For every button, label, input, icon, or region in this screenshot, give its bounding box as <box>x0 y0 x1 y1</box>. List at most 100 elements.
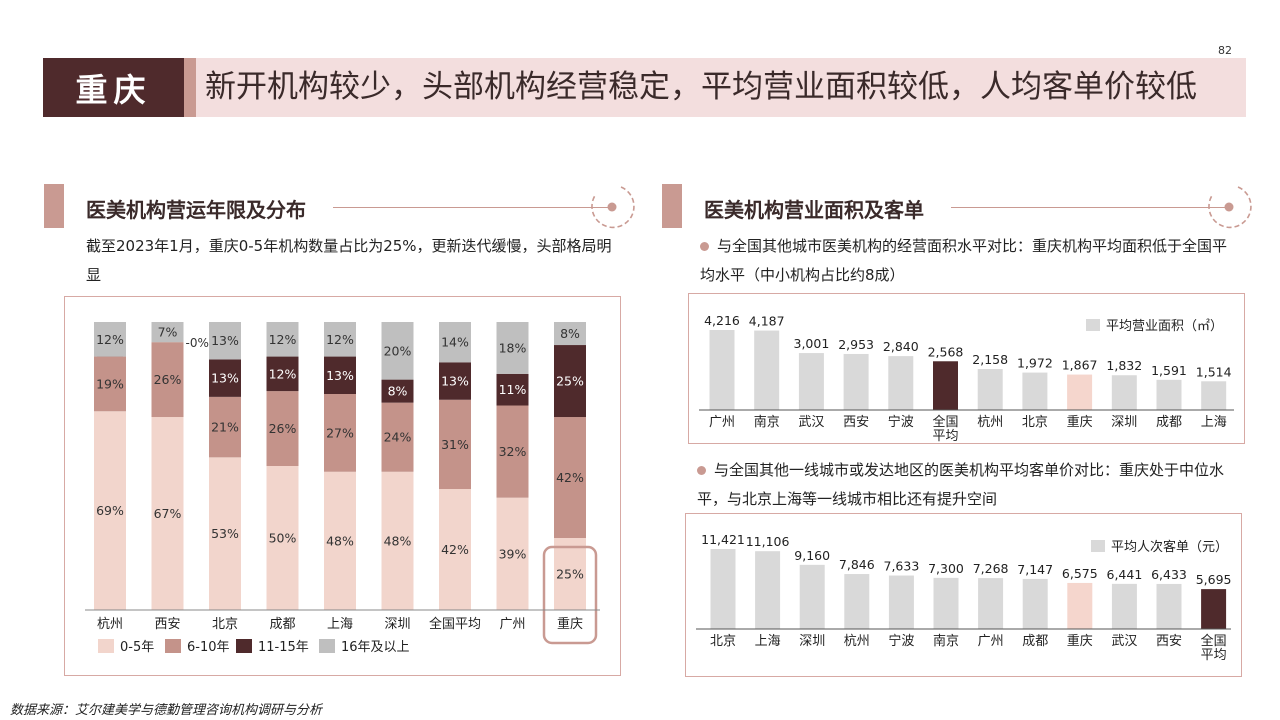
bar <box>1201 589 1227 629</box>
category-label: 南京 <box>754 414 780 430</box>
data-label: 24% <box>384 430 412 445</box>
legend-label: 平均营业面积（㎡） <box>1106 319 1223 334</box>
left-section-title: 医美机构营运年限及分布 <box>86 198 306 222</box>
bar <box>1022 578 1048 629</box>
bar-segment <box>324 471 356 610</box>
bar <box>1067 374 1093 410</box>
bar <box>978 578 1004 629</box>
bar-segment <box>324 356 356 394</box>
category-label: 北京 <box>710 634 736 649</box>
data-label: 50% <box>269 531 297 546</box>
value-label: 1,972 <box>1017 356 1053 371</box>
bar-segment <box>554 417 586 538</box>
legend-swatch <box>165 639 181 653</box>
data-label: 8% <box>560 326 580 341</box>
data-label: 8% <box>388 384 408 399</box>
value-label: 7,300 <box>928 561 964 576</box>
legend-label: 6-10年 <box>187 640 230 655</box>
bar <box>977 369 1003 410</box>
bar-segment <box>324 322 356 357</box>
bar <box>798 353 824 410</box>
bullet-dot <box>700 242 709 251</box>
bar <box>844 574 870 629</box>
target-icon <box>1208 186 1252 229</box>
data-label: 11% <box>499 382 527 397</box>
data-label: 48% <box>326 533 354 548</box>
highlight-frame <box>542 545 598 645</box>
data-label: 13% <box>326 368 354 383</box>
data-label: 53% <box>211 526 239 541</box>
category-label: 宁波 <box>888 633 914 649</box>
left-section-rule <box>333 207 611 208</box>
value-label: 11,106 <box>746 534 790 549</box>
data-label: 20% <box>384 343 412 358</box>
category-label: 杭州 <box>844 634 870 649</box>
value-label: 4,187 <box>749 314 785 329</box>
category-label: 西安 <box>1156 634 1182 649</box>
category-label: 成都 <box>1022 634 1048 649</box>
data-label: -0% <box>186 336 209 350</box>
legend-label: 16年及以上 <box>341 640 410 655</box>
category-label: 成都 <box>269 617 295 632</box>
page-number: 82 <box>1218 44 1232 57</box>
bar-segment <box>94 322 126 357</box>
value-label: 5,695 <box>1196 572 1232 587</box>
value-label: 1,867 <box>1062 358 1098 373</box>
data-label: 21% <box>211 420 239 435</box>
legend-swatch <box>236 639 252 653</box>
data-label: 32% <box>499 444 527 459</box>
bar-segment <box>266 322 299 357</box>
data-label: 12% <box>96 332 124 347</box>
data-label: 19% <box>96 376 124 391</box>
value-label: 9,160 <box>794 548 830 563</box>
data-label: 14% <box>441 335 469 350</box>
bullet-area: 与全国其他城市医美机构的经营面积水平对比：重庆机构平均面积低于全国平均水平（中小… <box>700 232 1230 290</box>
left-section-marker <box>44 184 64 228</box>
category-label: 重庆 <box>1067 414 1093 430</box>
category-label: 上海 <box>1201 415 1227 430</box>
category-label: 成都 <box>1156 415 1182 430</box>
value-label: 3,001 <box>794 336 830 351</box>
value-label: 7,268 <box>973 561 1009 576</box>
bar-segment <box>496 322 529 374</box>
bullet-dot <box>697 466 706 475</box>
bar-segment <box>496 405 529 498</box>
legend-label: 0-5年 <box>120 640 154 655</box>
data-label: 42% <box>441 542 469 557</box>
value-label: 2,158 <box>972 352 1008 367</box>
bullet-price-text: 与全国其他一线城市或发达地区的医美机构平均客单价对比：重庆处于中位水平，与北京上… <box>697 461 1225 508</box>
data-label: 13% <box>211 371 239 386</box>
bar-segment <box>209 457 241 610</box>
value-label: 4,216 <box>704 313 740 328</box>
bar <box>1067 582 1093 629</box>
bar-segment <box>554 322 586 346</box>
value-label: 1,514 <box>1196 364 1232 379</box>
title-stripe <box>184 58 196 117</box>
bar-segment <box>209 396 241 458</box>
value-label: 7,846 <box>839 557 875 572</box>
category-label: 深圳 <box>799 634 825 649</box>
data-label: 25% <box>556 567 584 582</box>
bar <box>1201 381 1227 410</box>
stacked-bar-chart: 69%19%0%12%杭州67%26%-0%7%西安53%21%13%13%北京… <box>85 322 600 655</box>
value-label: 2,568 <box>928 344 964 359</box>
data-label: 26% <box>154 372 182 387</box>
legend-swatch <box>319 639 335 653</box>
bar-segment <box>266 466 299 610</box>
bar-segment <box>381 402 414 472</box>
legend-label: 11-15年 <box>258 640 309 655</box>
right-section-title: 医美机构营业面积及客单 <box>704 198 924 222</box>
value-label: 7,147 <box>1017 562 1053 577</box>
bar <box>754 330 780 410</box>
value-label: 6,441 <box>1107 567 1143 582</box>
bar-segment <box>151 342 184 418</box>
data-label: 12% <box>269 366 297 381</box>
data-label: 27% <box>326 425 354 440</box>
value-label: 7,633 <box>884 559 920 574</box>
category-label: 重庆 <box>1067 633 1093 649</box>
bar-segment <box>381 471 414 610</box>
bar-segment <box>94 356 126 412</box>
category-label: 西安 <box>154 617 180 632</box>
data-label: 31% <box>441 437 469 452</box>
bar <box>1111 583 1137 629</box>
